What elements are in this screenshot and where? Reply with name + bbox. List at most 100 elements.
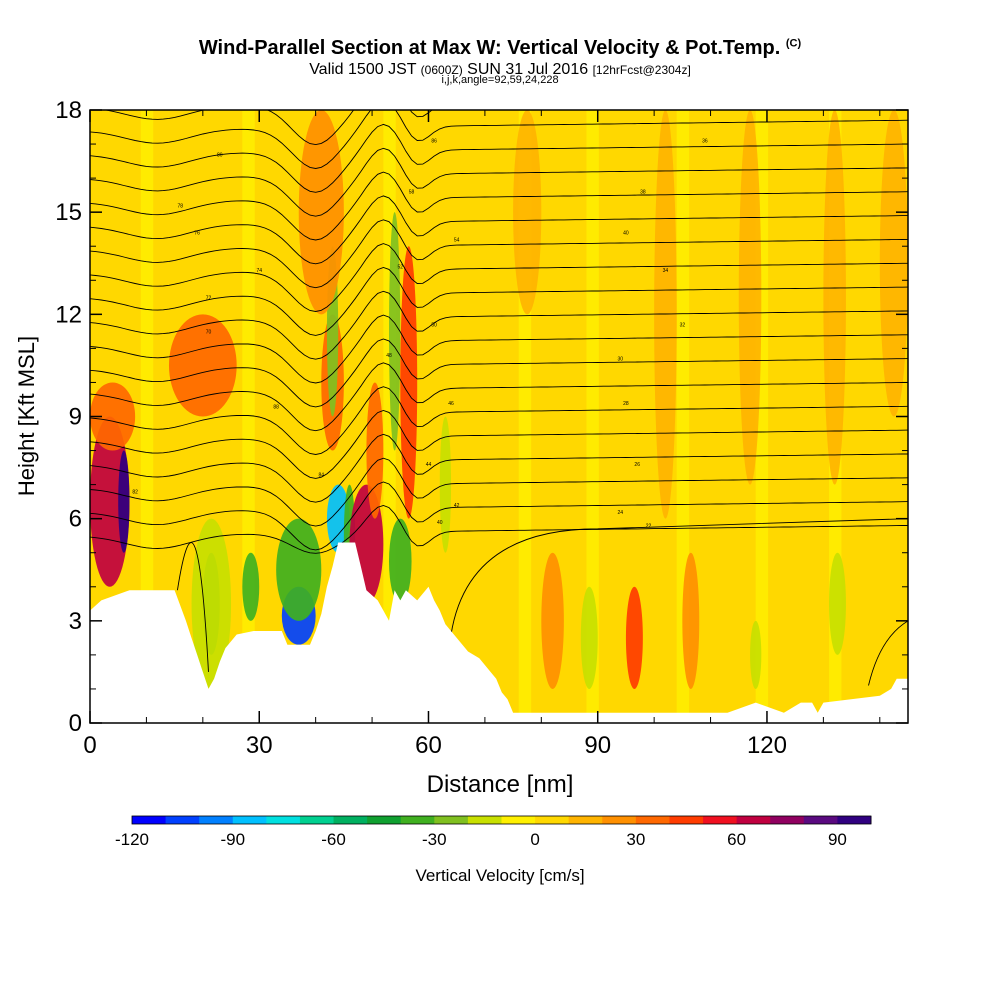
colorbar-swatch	[635, 816, 670, 824]
contour-labels: 80 78 76 74 72 70 88 82 84 86 58 54 52 50 48 46 44 42 40 36…	[132, 139, 708, 530]
velocity-cell	[400, 246, 418, 519]
colorbar-swatch	[165, 816, 200, 824]
x-axis-label: Distance [nm]	[427, 771, 574, 798]
contour-label: 84	[319, 472, 325, 478]
isentrope-line	[450, 518, 908, 635]
contour-label: 32	[680, 323, 686, 329]
colorbar-swatch	[367, 816, 402, 824]
contour-label: 74	[256, 268, 262, 274]
contour-label: 50	[431, 323, 437, 329]
velocity-cell	[90, 416, 130, 587]
colorbar-swatch	[199, 816, 234, 824]
contour-label: 48	[386, 353, 392, 359]
y-tick-label: 15	[55, 199, 82, 226]
velocity-band	[168, 110, 182, 723]
contour-label: 80	[217, 152, 223, 158]
isentrope-line	[90, 290, 908, 360]
subtitle-valid: Valid 1500 JST	[309, 61, 417, 78]
chart-subtitle-grid: i,j,k,angle=92,59,24,228	[441, 74, 559, 86]
velocity-band	[140, 110, 154, 723]
velocity-band	[637, 110, 650, 723]
x-tick-label: 60	[415, 732, 442, 759]
contour-label: 26	[634, 462, 640, 468]
velocity-band	[242, 110, 255, 723]
contour-label: 22	[646, 523, 652, 529]
contour-label: 54	[454, 237, 460, 243]
contour-label: 38	[640, 190, 646, 196]
colorbar-tick-label: -90	[220, 830, 245, 849]
isentrope-line	[90, 195, 908, 265]
colorbar-frame	[131, 815, 872, 825]
isentrope-line	[90, 243, 908, 312]
x-tick-label: 120	[747, 732, 787, 759]
colorbar-tick-label: -120	[115, 830, 149, 849]
terrain-mask	[90, 542, 908, 723]
colorbar: -120 -90 -60 -30 0 30 60 90	[115, 815, 872, 849]
velocity-band	[716, 110, 729, 723]
contour-label: 30	[618, 357, 624, 363]
velocity-cell	[242, 552, 260, 621]
colorbar-tick-label: 0	[530, 830, 539, 849]
isentrope-line	[90, 481, 908, 551]
colorbar-swatch	[333, 816, 368, 824]
velocity-band	[473, 110, 487, 723]
y-tick-label: 3	[69, 608, 82, 635]
colorbar-swatch	[266, 816, 301, 824]
contour-label: 58	[409, 190, 415, 196]
y-axis-label: Height [Kft MSL]	[14, 336, 39, 496]
isentrope-line	[90, 147, 908, 217]
isentrope-line	[90, 362, 908, 432]
contour-label: 28	[623, 401, 629, 407]
colorbar-swatch	[400, 816, 435, 824]
isentrope-line	[90, 433, 908, 503]
isentrope-line	[90, 505, 908, 554]
contour-label: 76	[194, 231, 200, 237]
velocity-cell	[366, 382, 384, 519]
velocity-cell	[90, 382, 136, 451]
subtitle-forecast: [12hrFcst@2304z]	[592, 63, 691, 77]
isentrope-line	[90, 219, 908, 289]
colorbar-swatch	[501, 816, 536, 824]
colorbar-swatch	[602, 816, 637, 824]
velocity-cell	[388, 518, 412, 604]
velocity-cell	[829, 552, 846, 655]
colorbar-swatch	[467, 816, 502, 824]
x-tick-label: 30	[246, 732, 273, 759]
copyright-mark: (C)	[785, 37, 802, 50]
velocity-band	[795, 110, 808, 723]
colorbar-swatch	[736, 816, 771, 824]
colorbar-tick-label: 60	[727, 830, 746, 849]
isentrope-line	[176, 542, 209, 672]
contour-label: 24	[618, 510, 624, 516]
velocity-cell	[580, 586, 598, 689]
x-tick-label: 90	[584, 732, 611, 759]
colorbar-tick-label: -60	[321, 830, 346, 849]
potential-temperature-contours	[90, 110, 908, 686]
colorbar-swatch	[803, 816, 838, 824]
colorbar-swatch	[568, 816, 603, 824]
colorbar-swatch	[299, 816, 335, 824]
velocity-cell	[118, 450, 130, 553]
colorbar-label: Vertical Velocity [cm/s]	[415, 866, 584, 885]
isentrope-line	[90, 171, 908, 241]
colorbar-swatch	[535, 816, 570, 824]
contour-label: 82	[132, 489, 138, 495]
contour-label: 46	[448, 401, 454, 407]
velocity-cell	[276, 518, 322, 621]
velocity-band	[868, 110, 881, 723]
contour-label: 42	[454, 503, 460, 509]
contour-label: 34	[663, 268, 669, 274]
contour-label: 72	[206, 295, 212, 301]
colorbar-tick-label: 90	[828, 830, 847, 849]
contour-label: 40	[623, 231, 629, 237]
colorbar-tick-label: -30	[422, 830, 447, 849]
colorbar-swatch	[232, 816, 267, 824]
velocity-field	[90, 110, 908, 723]
y-tick-label: 18	[55, 97, 82, 124]
y-tick-label: 12	[55, 301, 82, 328]
contour-label: 44	[426, 462, 432, 468]
contour-label: 52	[397, 265, 403, 271]
colorbar-swatch	[837, 816, 872, 824]
